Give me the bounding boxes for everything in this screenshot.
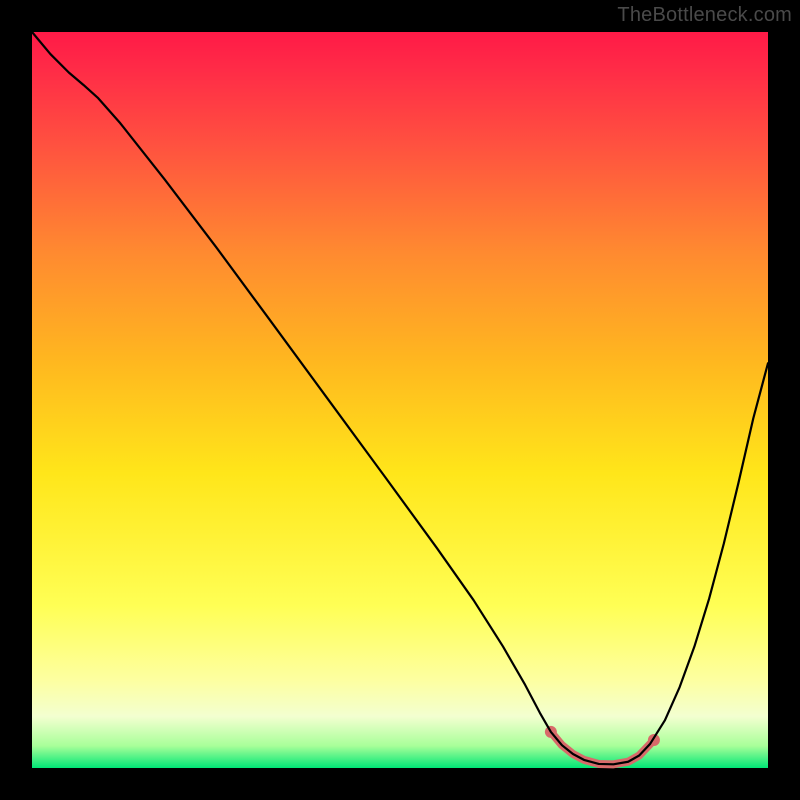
bottleneck-chart — [0, 0, 800, 800]
watermark-text: TheBottleneck.com — [617, 4, 792, 27]
chart-frame: TheBottleneck.com — [0, 0, 800, 800]
gradient-background — [32, 32, 768, 768]
